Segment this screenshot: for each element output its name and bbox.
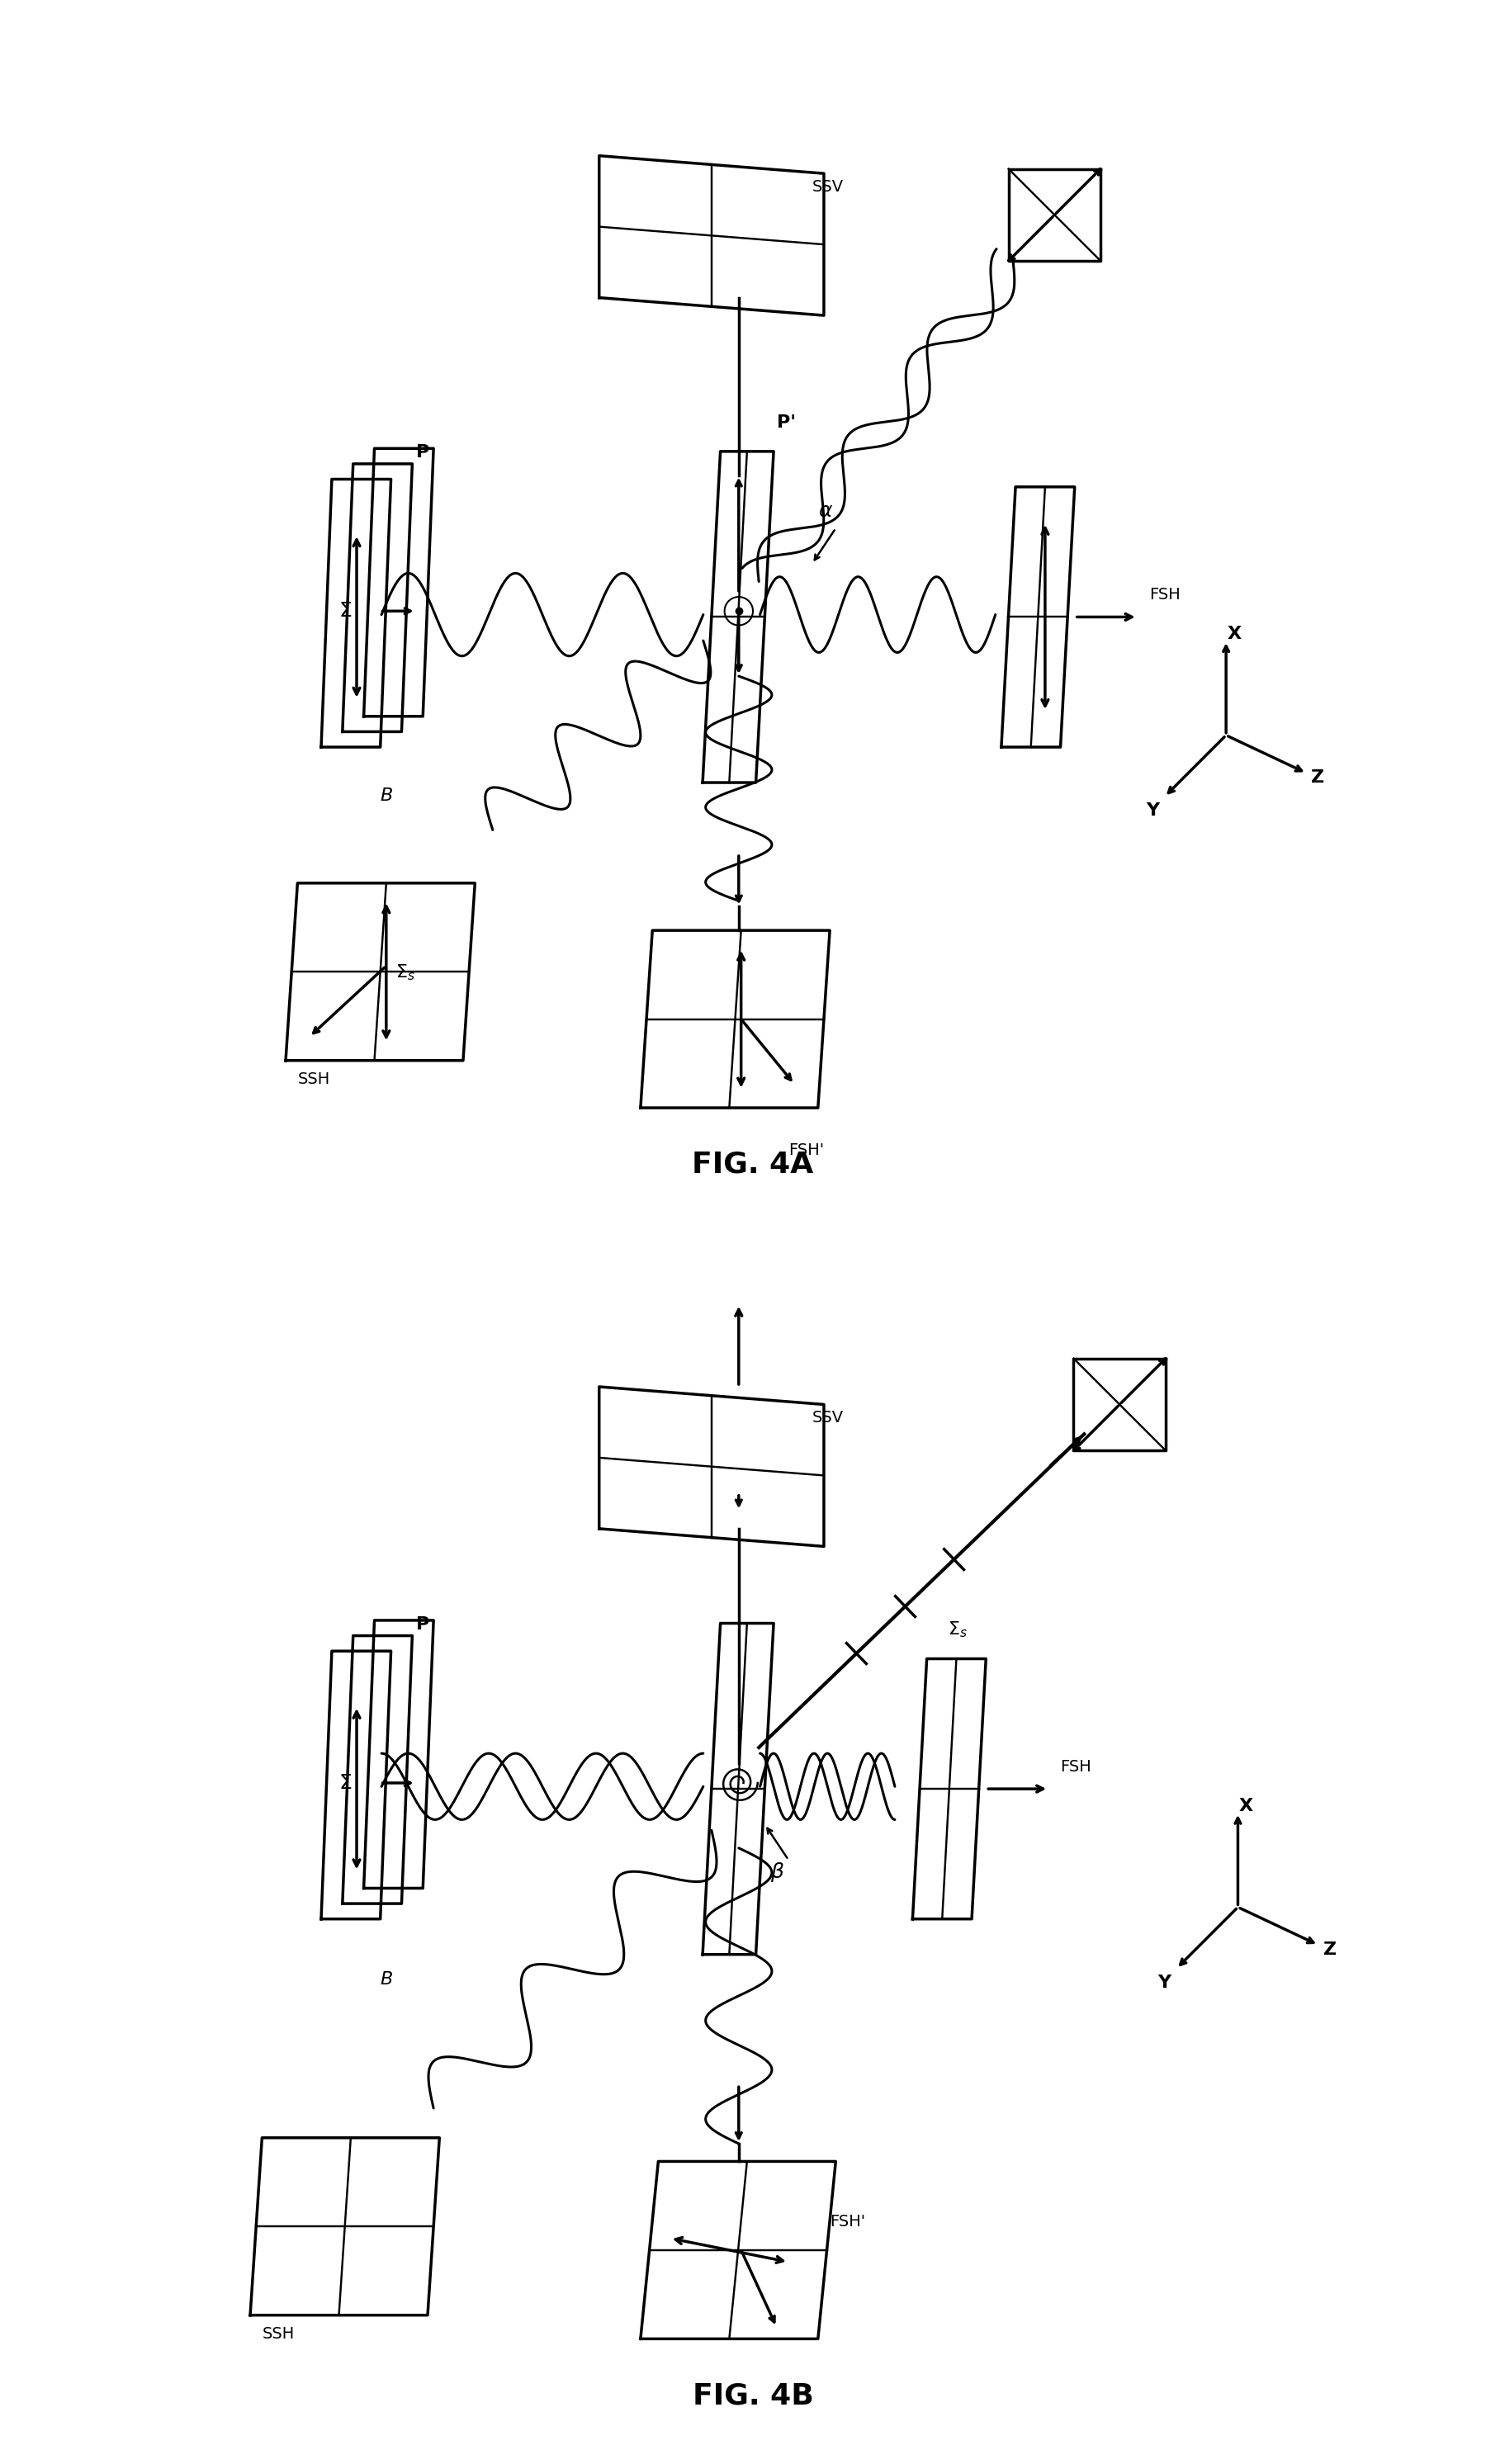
Text: B: B [381, 786, 393, 803]
Text: $\Sigma_s$: $\Sigma_s$ [396, 963, 415, 983]
Text: P: P [415, 444, 429, 461]
Text: Y: Y [1145, 803, 1159, 818]
Text: $\Sigma_s$: $\Sigma_s$ [948, 1621, 968, 1639]
Text: FSH: FSH [1060, 1759, 1091, 1774]
Text: FIG. 4A: FIG. 4A [692, 1151, 813, 1178]
Text: FIG. 4B: FIG. 4B [692, 2383, 813, 2410]
Text: Z: Z [1311, 769, 1324, 786]
Text: P': P' [777, 414, 795, 431]
Text: $\alpha$: $\alpha$ [817, 500, 832, 520]
Text: FSH: FSH [1148, 586, 1180, 604]
Text: X: X [1227, 626, 1240, 643]
Text: SSH: SSH [298, 1072, 330, 1087]
Text: P: P [415, 1616, 429, 1634]
Text: FSH': FSH' [829, 2215, 865, 2230]
Text: FSH': FSH' [789, 1143, 823, 1158]
Text: SSV: SSV [811, 1409, 843, 1427]
Text: $\beta$: $\beta$ [771, 1860, 784, 1882]
Text: Y: Y [1157, 1974, 1169, 1991]
Text: B: B [381, 1971, 393, 1988]
Text: SSH: SSH [262, 2326, 295, 2343]
Text: $\Sigma$: $\Sigma$ [339, 601, 351, 621]
Text: SSV: SSV [811, 180, 843, 195]
Text: X: X [1239, 1799, 1252, 1814]
Text: Z: Z [1323, 1942, 1335, 1959]
Text: $\Sigma$: $\Sigma$ [339, 1774, 351, 1794]
